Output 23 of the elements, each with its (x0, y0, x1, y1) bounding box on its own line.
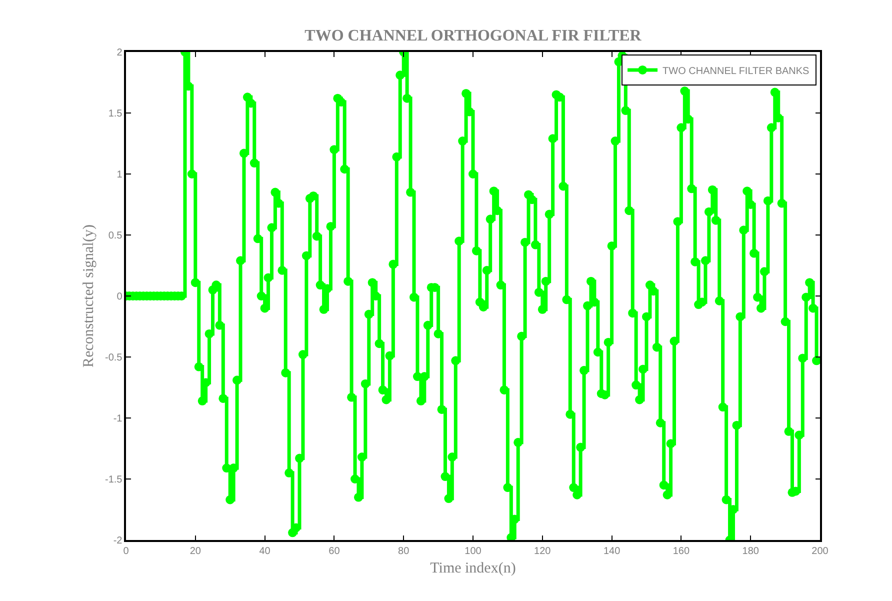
x-tick-label: 20 (190, 546, 202, 557)
x-tick-label: 140 (603, 546, 621, 557)
y-tick-label: -0.5 (105, 352, 123, 364)
x-tick-label: 60 (328, 546, 340, 557)
x-tick-label: 160 (672, 546, 690, 557)
x-tick-label: 100 (464, 546, 482, 557)
x-tick-label: 120 (534, 546, 552, 557)
x-tick-label: 180 (742, 546, 760, 557)
x-tick-label: 80 (398, 546, 410, 557)
x-tick-label: 200 (812, 546, 829, 557)
y-tick-label: -2 (113, 536, 123, 546)
y-axis-title: Reconstructed signal(y) (80, 224, 97, 368)
y-tick-label: 0 (116, 292, 123, 302)
y-tick-label: 1 (116, 170, 123, 180)
chart-title: TWO CHANNEL ORTHOGONAL FIR FILTER (304, 28, 642, 45)
y-tick-label: 2 (116, 48, 123, 58)
y-tick-label: 0.5 (108, 230, 123, 242)
x-tick-label: 40 (259, 546, 271, 557)
y-tick-label: -1.5 (105, 474, 123, 486)
y-tick-label: 1.5 (108, 108, 123, 120)
y-tick-label: -1 (113, 414, 123, 424)
legend-label: TWO CHANNEL FILTER BANKS (662, 66, 810, 77)
x-axis-title: Time index(n) (430, 560, 516, 576)
